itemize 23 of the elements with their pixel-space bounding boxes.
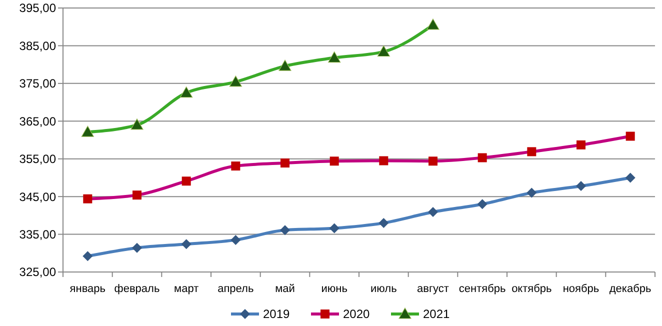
x-tick-label: сентябрь xyxy=(458,283,506,295)
x-tick-label: февраль xyxy=(114,283,160,295)
legend-label: 2019 xyxy=(263,307,290,322)
y-tick-label: 355,00 xyxy=(19,152,56,166)
x-tick-label: декабрь xyxy=(609,283,652,295)
x-tick-label: июнь xyxy=(321,283,348,295)
x-tick-label: январь xyxy=(70,283,106,295)
x-tick-label: август xyxy=(417,283,449,295)
y-tick-label: 375,00 xyxy=(19,76,56,91)
legend-label: 2021 xyxy=(423,307,450,322)
legend-label: 2020 xyxy=(343,307,370,322)
x-tick-label: май xyxy=(275,283,295,295)
y-tick-label: 395,00 xyxy=(19,1,56,16)
y-tick-label: 365,00 xyxy=(19,114,56,128)
x-tick-label: апрель xyxy=(218,283,254,295)
y-tick-label: 325,00 xyxy=(19,265,56,280)
y-tick-label: 345,00 xyxy=(19,190,56,204)
x-tick-label: март xyxy=(174,283,199,295)
x-tick-label: октябрь xyxy=(512,283,552,295)
y-tick-label: 335,00 xyxy=(19,227,56,242)
x-tick-label: ноябрь xyxy=(562,283,600,295)
y-tick-label: 385,00 xyxy=(19,38,56,53)
x-tick-label: июль xyxy=(370,283,398,295)
